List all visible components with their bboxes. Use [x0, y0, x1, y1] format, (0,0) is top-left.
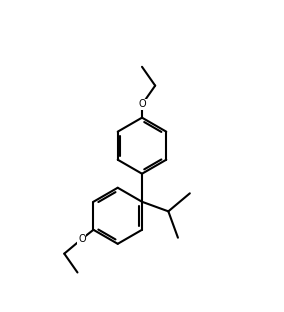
- Text: O: O: [138, 100, 146, 110]
- Text: O: O: [78, 234, 86, 244]
